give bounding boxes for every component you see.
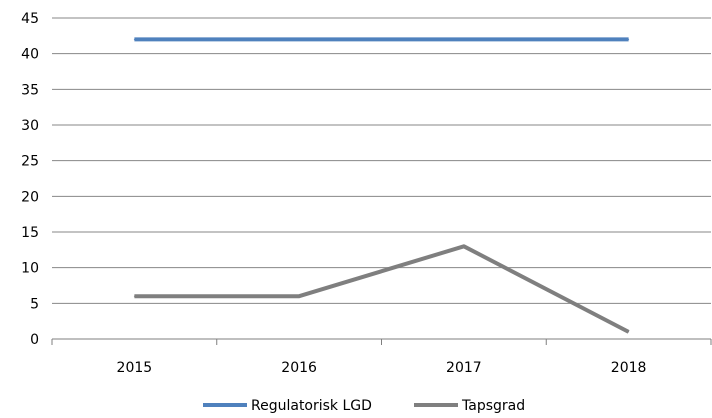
y-tick-label: 10 (21, 261, 39, 277)
data-point (463, 38, 465, 40)
y-tick-label: 30 (21, 118, 39, 134)
x-tick-label: 2018 (611, 360, 647, 376)
y-axis-tick-labels: 0 5 10 15 20 25 30 35 40 45 (21, 11, 39, 348)
y-tick-label: 25 (21, 154, 39, 170)
data-point (133, 295, 135, 297)
data-point (628, 38, 630, 40)
y-tick-label: 0 (30, 332, 39, 348)
x-axis: 2015 2016 2017 2018 (51, 339, 712, 376)
gridlines (52, 17, 711, 340)
y-tick-label: 45 (21, 11, 39, 27)
legend-label: Regulatorisk LGD (251, 398, 372, 414)
y-tick-label: 5 (30, 296, 39, 312)
y-tick-label: 15 (21, 225, 39, 241)
data-point (133, 38, 135, 40)
data-point (298, 38, 300, 40)
y-tick-label: 20 (21, 189, 39, 205)
x-tick-label: 2017 (446, 360, 482, 376)
legend: Regulatorisk LGD Tapsgrad (203, 398, 525, 414)
data-point (463, 245, 465, 247)
data-series (133, 37, 630, 334)
y-tick-label: 40 (21, 47, 39, 63)
series-line-2 (134, 244, 630, 334)
x-tick-label: 2015 (117, 360, 153, 376)
legend-label: Tapsgrad (461, 398, 525, 414)
x-tick-label: 2016 (281, 360, 317, 376)
data-point (628, 331, 630, 333)
data-point (298, 295, 300, 297)
y-tick-label: 35 (21, 82, 39, 98)
